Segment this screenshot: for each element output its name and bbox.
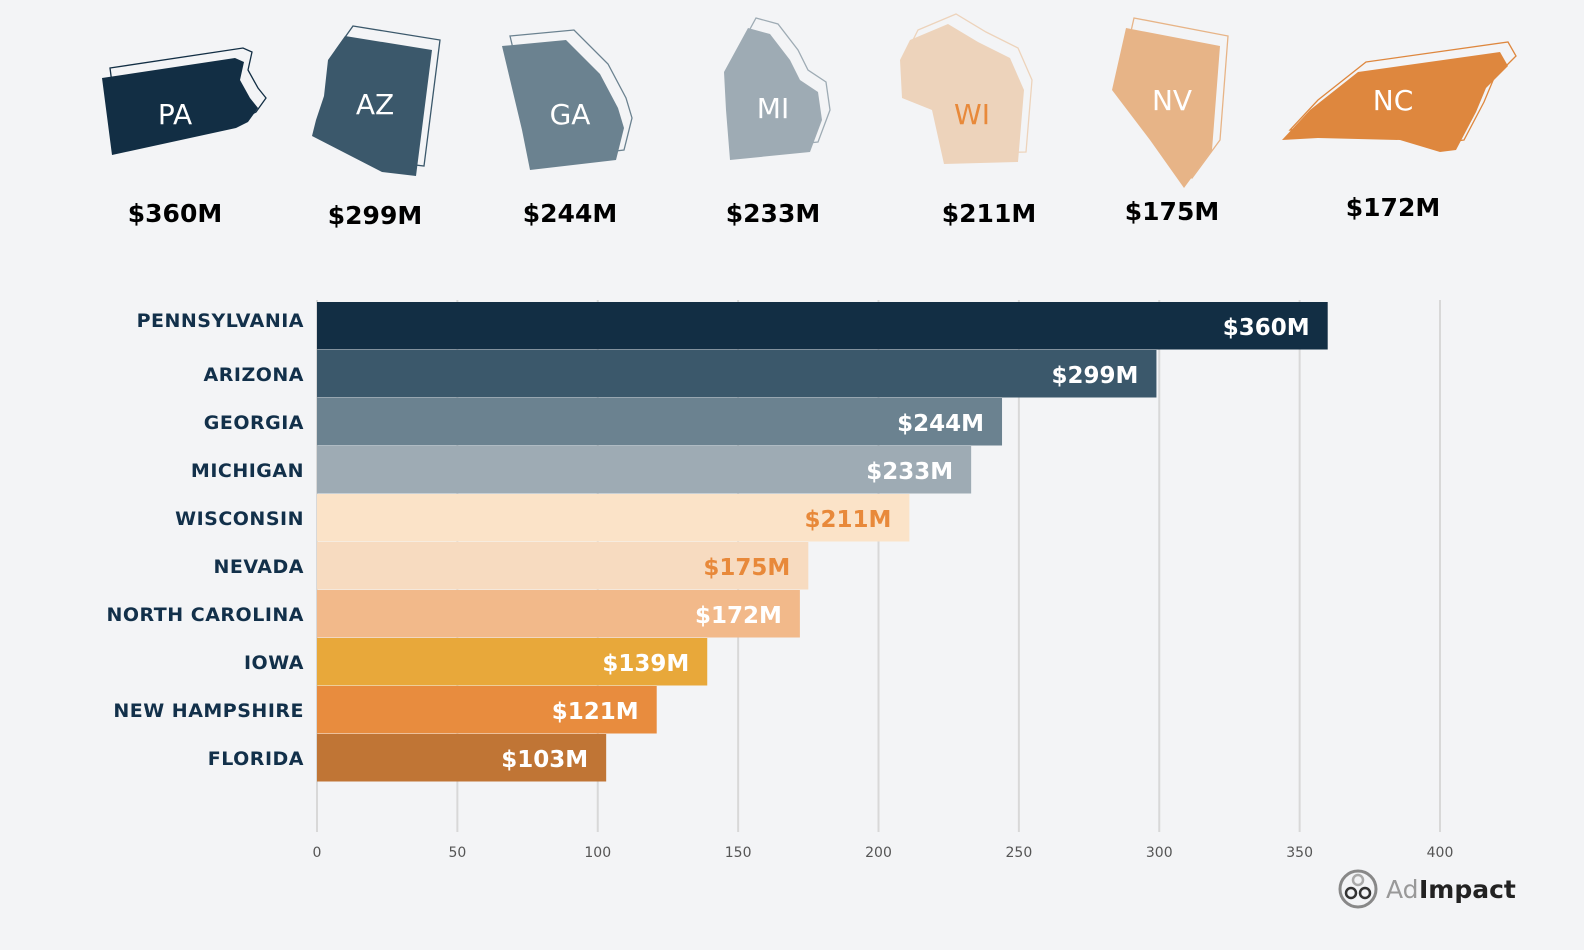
adimpact-logo: Ad Impact xyxy=(1338,869,1516,909)
state-nc: NC $172M xyxy=(1282,41,1517,222)
state-abbr: MI xyxy=(757,92,789,125)
category-label: MICHIGAN xyxy=(191,460,304,482)
state-mi: MI $233M xyxy=(724,17,831,228)
bar xyxy=(317,734,607,782)
x-tick-label: 0 xyxy=(313,845,322,861)
x-tick-label: 150 xyxy=(725,845,752,861)
logo-text-bold: Impact xyxy=(1419,875,1516,904)
bar xyxy=(317,350,1157,398)
bar xyxy=(317,686,657,734)
state-shape xyxy=(102,58,258,155)
state-pa: PA $360M xyxy=(102,47,267,228)
state-shape xyxy=(900,24,1024,164)
state-value: $211M xyxy=(942,199,1036,228)
bar xyxy=(317,590,800,638)
state-abbr: PA xyxy=(158,98,192,131)
state-abbr: NC xyxy=(1373,84,1414,117)
bar-value-label: $360M xyxy=(1223,315,1310,341)
bar xyxy=(317,638,708,686)
bar-value-label: $172M xyxy=(695,603,782,629)
x-axis-ticks: 0 50 100 150 200 250 300 350 400 xyxy=(313,845,1454,861)
x-tick-label: 300 xyxy=(1146,845,1173,861)
category-labels: PENNSYLVANIA ARIZONA GEORGIA MICHIGAN WISCON… xyxy=(106,310,304,770)
bar-value-label: $121M xyxy=(552,699,639,725)
x-tick-label: 350 xyxy=(1286,845,1313,861)
x-tick-label: 50 xyxy=(448,845,466,861)
state-shape xyxy=(724,28,822,160)
state-value: $233M xyxy=(726,199,820,228)
state-abbr: NV xyxy=(1152,84,1192,117)
bar-value-label: $139M xyxy=(602,651,689,677)
bar-value-label: $211M xyxy=(804,507,891,533)
state-value: $175M xyxy=(1125,197,1219,226)
state-abbr: AZ xyxy=(356,88,394,121)
state-ga: GA $244M xyxy=(502,29,633,228)
bars: $360M $299M $244M $233M $211M $175M $172M$139M… xyxy=(317,302,1328,782)
state-shape xyxy=(1112,28,1220,188)
state-abbr: GA xyxy=(550,98,591,131)
bar xyxy=(317,494,910,542)
x-tick-label: 250 xyxy=(1006,845,1033,861)
state-value: $244M xyxy=(523,199,617,228)
logo-text-light: Ad xyxy=(1386,875,1419,904)
state-value: $299M xyxy=(328,201,422,230)
state-wi: WI $211M xyxy=(900,13,1036,228)
x-tick-label: 400 xyxy=(1427,845,1454,861)
bar-value-label: $233M xyxy=(866,459,953,485)
bar-value-label: $175M xyxy=(703,555,790,581)
category-label: NEVADA xyxy=(214,556,304,578)
state-shape xyxy=(502,40,624,170)
state-abbr: WI xyxy=(954,98,990,131)
state-az: AZ $299M xyxy=(312,25,441,230)
category-label: IOWA xyxy=(244,652,304,674)
bar-value-label: $103M xyxy=(501,747,588,773)
bar xyxy=(317,302,1328,350)
state-shape xyxy=(312,36,432,176)
category-label: NORTH CAROLINA xyxy=(106,604,304,626)
state-value: $172M xyxy=(1346,193,1440,222)
x-tick-label: 100 xyxy=(584,845,611,861)
bar xyxy=(317,542,809,590)
category-label: ARIZONA xyxy=(204,364,304,386)
category-label: WISCONSIN xyxy=(175,508,304,530)
bar xyxy=(317,398,1003,446)
state-icons: PA $360M AZ $299M GA $244M MI $233M WI $211M NV $17… xyxy=(102,13,1517,230)
state-value: $360M xyxy=(128,199,222,228)
category-label: FLORIDA xyxy=(208,748,304,770)
bar xyxy=(317,446,972,494)
bar-value-label: $244M xyxy=(897,411,984,437)
state-shape xyxy=(1282,52,1508,152)
bar-value-label: $299M xyxy=(1052,363,1139,389)
x-tick-label: 200 xyxy=(865,845,892,861)
category-label: NEW HAMPSHIRE xyxy=(113,700,304,722)
category-label: GEORGIA xyxy=(204,412,304,434)
state-nv: NV $175M xyxy=(1112,17,1229,226)
category-label: PENNSYLVANIA xyxy=(137,310,304,332)
